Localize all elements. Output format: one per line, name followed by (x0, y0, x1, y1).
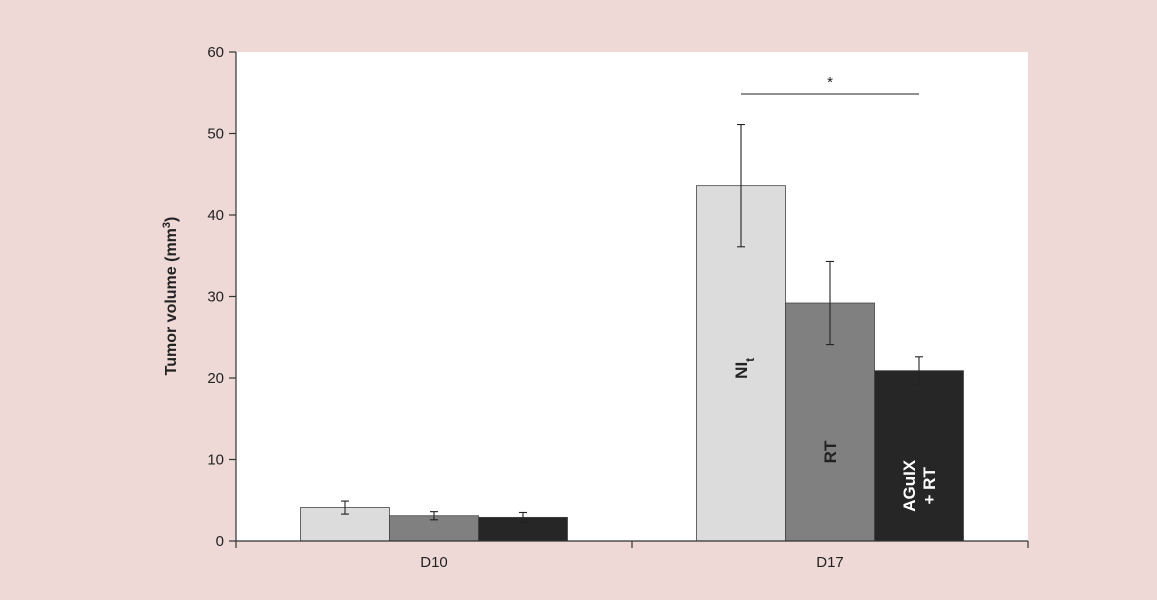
bar-labels-layer: NIt RT AGuIX+ RT (732, 358, 939, 512)
y-ticks-layer: 0 10 20 30 40 50 60 (207, 44, 236, 550)
y-tick-label: 0 (216, 533, 224, 550)
y-tick-label: 10 (207, 452, 224, 469)
y-tick-label: 20 (207, 370, 224, 387)
error-bar-d10-series-0 (341, 500, 349, 515)
error-bar-d17-series-2 (915, 356, 923, 386)
bar-d17-series-2 (874, 370, 964, 542)
y-tick-label: 50 (207, 126, 224, 143)
series-label-0: NIt (732, 358, 757, 379)
y-tick-label: 30 (207, 289, 224, 306)
significance-star: * (827, 74, 833, 91)
error-bar-d17-series-0 (737, 123, 745, 248)
annotations-layer: * (741, 74, 919, 95)
y-tick-label: 40 (207, 207, 224, 224)
y-axis-label: Tumor volume (mm3) (161, 217, 180, 376)
error-bar-d10-series-1 (430, 511, 438, 521)
series-label-2: AGuIX+ RT (900, 459, 939, 512)
error-bar-d10-series-2 (519, 511, 527, 523)
series-label-1: RT (821, 440, 840, 463)
x-tick-label: D10 (420, 554, 448, 571)
y-tick-label: 60 (207, 44, 224, 61)
y-axis-label-superscript: 3 (161, 222, 173, 228)
x-tick-label: D17 (816, 554, 844, 571)
error-bars-layer (341, 123, 923, 523)
x-ticks-layer: D10 D17 (235, 541, 1029, 571)
error-bar-d17-series-1 (826, 260, 834, 346)
